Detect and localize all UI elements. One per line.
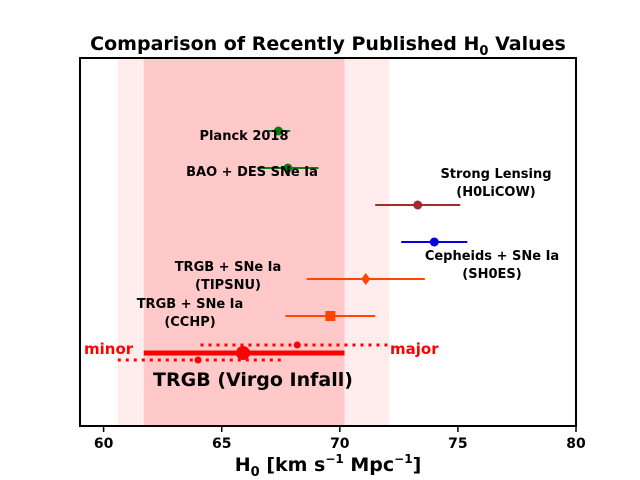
measurement-6-label-line-1: TRGB + SNe Ia [137,297,244,312]
measurement-5-label-line-2: (TIPSNU) [195,278,261,293]
bands-layer [117,58,390,426]
measurement-2-label-line-1: BAO + DES SNe Ia [186,165,318,180]
measurement-6-label-line-2: (CCHP) [164,315,215,330]
measurement-5-label-line-1: TRGB + SNe Ia [175,260,282,275]
measurement-4-label-line-2: (SH0ES) [462,267,521,282]
measurement-5-point [361,273,371,285]
shaded-band-1 [117,58,390,426]
trgb-major-point [293,341,301,349]
marks-layer: Planck 2018 BAO + DES SNe Ia Strong Lensin… [84,126,559,391]
plot-frame [79,57,577,427]
trgb-minor-label: minor [84,340,134,358]
x-tick-label-60: 60 [94,436,114,452]
x-ticks: 60 65 70 75 80 [94,426,586,452]
x-tick-label-80: 80 [566,436,586,452]
chart-title-subscript: 0 [479,44,488,59]
measurement-6-point [325,311,336,321]
measurement-3-label-line-1: Strong Lensing [440,167,551,182]
measurement-3-point [413,200,423,210]
trgb-virgo-label: TRGB (Virgo Infall) [153,369,353,391]
trgb-major-label: major [390,340,439,358]
measurement-1-label-line-1: Planck 2018 [199,129,288,144]
x-tick-label-65: 65 [212,436,231,452]
measurement-3-label-line-2: (H0LiCOW) [456,185,535,200]
x-axis-label: H0 [km s−1 Mpc−1] [235,452,422,480]
measurement-1-point [273,126,283,136]
measurement-4-point [429,237,439,247]
trgb-minor-point [194,356,202,364]
trgb-main-point [235,346,250,360]
x-tick-label-70: 70 [330,436,350,452]
chart-title: Comparison of Recently Published H0 Valu… [90,33,566,59]
measurement-2-point [283,163,293,173]
x-tick-label-75: 75 [448,436,467,452]
measurement-4-label-line-1: Cepheids + SNe Ia [425,249,559,264]
shaded-band-2 [143,58,345,426]
